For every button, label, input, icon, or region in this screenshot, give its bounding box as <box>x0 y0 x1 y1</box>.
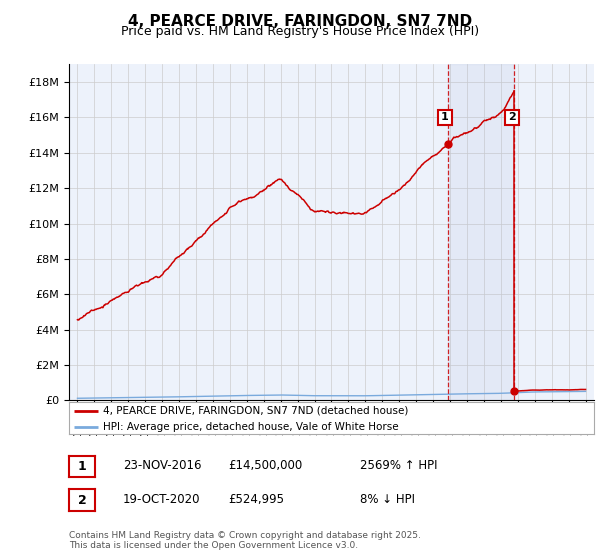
Text: 2: 2 <box>78 493 86 507</box>
Text: £14,500,000: £14,500,000 <box>228 459 302 473</box>
Text: 23-NOV-2016: 23-NOV-2016 <box>123 459 202 473</box>
Text: 2: 2 <box>508 113 516 123</box>
Text: 1: 1 <box>78 460 86 473</box>
Text: Price paid vs. HM Land Registry's House Price Index (HPI): Price paid vs. HM Land Registry's House … <box>121 25 479 38</box>
Text: 4, PEARCE DRIVE, FARINGDON, SN7 7ND: 4, PEARCE DRIVE, FARINGDON, SN7 7ND <box>128 14 472 29</box>
Text: HPI: Average price, detached house, Vale of White Horse: HPI: Average price, detached house, Vale… <box>103 422 399 432</box>
Text: 2569% ↑ HPI: 2569% ↑ HPI <box>360 459 437 473</box>
Text: 8% ↓ HPI: 8% ↓ HPI <box>360 493 415 506</box>
Text: 19-OCT-2020: 19-OCT-2020 <box>123 493 200 506</box>
Text: Contains HM Land Registry data © Crown copyright and database right 2025.
This d: Contains HM Land Registry data © Crown c… <box>69 531 421 550</box>
Text: £524,995: £524,995 <box>228 493 284 506</box>
Bar <box>448 64 514 400</box>
Text: 1: 1 <box>441 113 449 123</box>
Text: 4, PEARCE DRIVE, FARINGDON, SN7 7ND (detached house): 4, PEARCE DRIVE, FARINGDON, SN7 7ND (det… <box>103 405 409 416</box>
